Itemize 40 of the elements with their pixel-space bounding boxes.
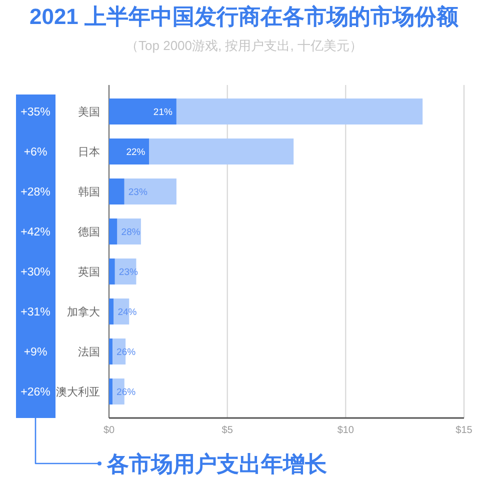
x-tick-label: $5: [222, 425, 234, 436]
annotation: 26%: [116, 347, 136, 358]
growth-value: +31%: [20, 306, 50, 318]
bar: [176, 98, 423, 124]
card-title: 各市场用户支出年增长: [107, 452, 327, 476]
growth-value: +42%: [20, 226, 50, 238]
growth-value: +26%: [20, 386, 50, 398]
bar: [109, 218, 118, 244]
growth-value: +9%: [24, 346, 48, 358]
y-tick-label: 法国: [78, 346, 100, 358]
bar: [109, 138, 150, 164]
growth-value: +35%: [20, 106, 50, 118]
growth-value: +30%: [20, 266, 50, 278]
annotation: 22%: [126, 147, 146, 158]
growth-value: +6%: [24, 146, 48, 158]
y-tick-label: 加拿大: [67, 306, 100, 318]
bar: [109, 178, 124, 204]
chart-subtitle: （Top 2000游戏, 按用户支出, 十亿美元）: [126, 38, 362, 53]
annotation: 21%: [153, 107, 173, 118]
chart-title: 2021 上半年中国发行商在各市场的市场份额: [29, 4, 460, 29]
y-tick-label: 德国: [78, 226, 100, 238]
y-tick-label: 韩国: [78, 186, 100, 198]
x-tick-label: $0: [103, 425, 115, 436]
annotation: 23%: [128, 187, 148, 198]
bar: [124, 178, 176, 204]
x-tick-label: $10: [337, 425, 354, 436]
growth-value: +28%: [20, 186, 50, 198]
bar: [109, 338, 113, 364]
annotation: 28%: [121, 227, 141, 238]
bar: [109, 378, 113, 404]
y-tick-label: 美国: [78, 106, 100, 118]
y-tick-label: 日本: [78, 146, 100, 158]
bar: [149, 138, 294, 164]
y-tick-label: 英国: [78, 266, 100, 278]
x-tick-label: $15: [456, 425, 473, 436]
bar: [109, 258, 115, 284]
bar: [109, 98, 176, 124]
annotation: 26%: [116, 387, 136, 398]
y-tick-label: 澳大利亚: [56, 386, 100, 398]
bar: [109, 298, 114, 324]
